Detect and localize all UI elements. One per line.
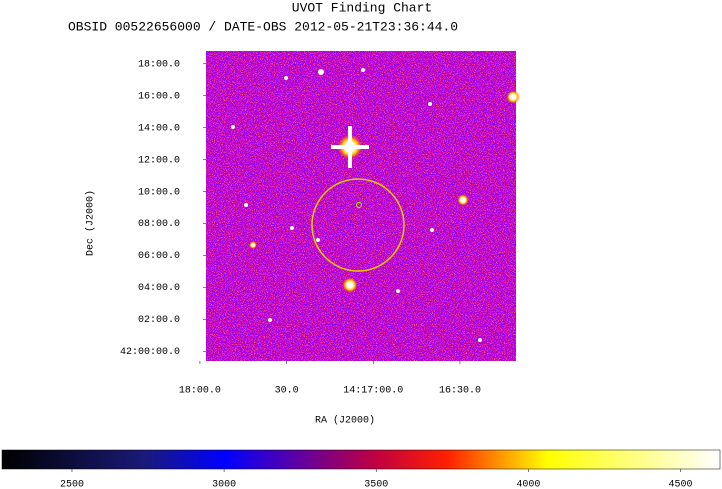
colorbar-tick-label: 2500 — [60, 480, 84, 489]
chart-title: UVOT Finding Chart — [292, 0, 432, 15]
y-tick-label: 08:00.0 — [138, 219, 180, 230]
y-tick-label: 02:00.0 — [138, 315, 180, 326]
chart-subtitle: OBSID 00522656000 / DATE-OBS 2012-05-21T… — [68, 19, 458, 34]
colorbar — [1, 449, 721, 470]
y-tick-label: 06:00.0 — [138, 251, 180, 262]
colorbar-tick-label: 3500 — [364, 480, 388, 489]
y-tick-label: 12:00.0 — [138, 155, 180, 166]
source-marker — [356, 202, 362, 208]
x-tick-label: 14:17:00.0 — [343, 386, 403, 397]
colorbar-tick-label: 4500 — [668, 480, 692, 489]
y-tick-label: 42:00:00.0 — [120, 347, 180, 358]
y-tick-label: 16:00.0 — [138, 91, 180, 102]
colorbar-tick-label: 3000 — [212, 480, 236, 489]
x-tick-label: 18:00.0 — [179, 386, 221, 397]
colorbar-tick-label: 4000 — [516, 480, 540, 489]
y-tick-label: 14:00.0 — [138, 123, 180, 134]
x-tick-label: 30.0 — [275, 386, 299, 397]
sky-image — [206, 51, 520, 361]
source-region — [311, 178, 405, 272]
y-tick-label: 18:00.0 — [138, 59, 180, 70]
y-tick-label: 10:00.0 — [138, 187, 180, 198]
stars — [231, 68, 520, 342]
y-tick-label: 04:00.0 — [138, 283, 180, 294]
x-tick-label: 16:30.0 — [439, 386, 481, 397]
y-axis-label: Dec (J2000) — [85, 190, 97, 256]
x-axis-label: RA (J2000) — [315, 415, 375, 427]
